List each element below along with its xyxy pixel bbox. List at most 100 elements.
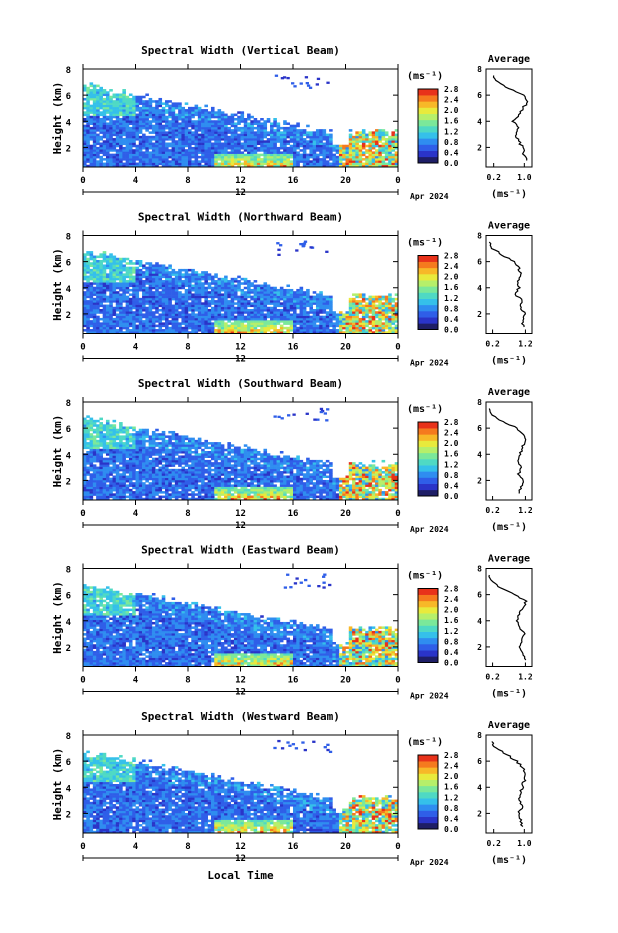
- heatmap-cell: [349, 327, 353, 330]
- heatmap-cell: [119, 122, 123, 125]
- heatmap-cell: [306, 311, 310, 314]
- heatmap-cell: [142, 287, 146, 290]
- heatmap-cell: [185, 151, 189, 154]
- heatmap-cell: [326, 318, 330, 321]
- heatmap-cell: [257, 285, 261, 288]
- heatmap-cell: [355, 316, 359, 319]
- heatmap-cell: [319, 131, 323, 134]
- heatmap-cell: [155, 298, 159, 301]
- heatmap-cell: [103, 471, 107, 474]
- heatmap-cell: [119, 424, 123, 427]
- heatmap-cell: [185, 138, 189, 141]
- heatmap-cell: [103, 282, 107, 285]
- heatmap-cell: [319, 129, 323, 132]
- heatmap-cell: [303, 160, 307, 163]
- heatmap-cell: [96, 429, 100, 432]
- heatmap-cell: [96, 151, 100, 154]
- heatmap-cell: [195, 143, 199, 146]
- heatmap-cell: [126, 467, 130, 470]
- heatmap-cell: [257, 296, 261, 299]
- heatmap-cell: [126, 496, 130, 499]
- heatmap-cell: [263, 156, 267, 159]
- heatmap-cell: [181, 149, 185, 152]
- heatmap-cell: [93, 420, 97, 423]
- heatmap-cell: [175, 156, 179, 159]
- heatmap-cell: [126, 102, 130, 105]
- heatmap-cell: [185, 134, 189, 137]
- heatmap-cell: [257, 293, 261, 296]
- heatmap-cell: [329, 163, 333, 166]
- heatmap-cell: [191, 114, 195, 117]
- heatmap-cell: [113, 462, 117, 465]
- heatmap-cell: [178, 127, 182, 130]
- heatmap-cell: [326, 160, 330, 163]
- heatmap-cell: [244, 145, 248, 148]
- heatmap-cell: [106, 151, 110, 154]
- heatmap-cell: [244, 320, 248, 323]
- heatmap-cell: [165, 318, 169, 321]
- heatmap-cell: [296, 289, 300, 292]
- heatmap-cell: [283, 143, 287, 146]
- heatmap-cell: [119, 458, 123, 461]
- heatmap-cell: [181, 160, 185, 163]
- heatmap-cell: [83, 418, 87, 421]
- heatmap-cell: [362, 311, 366, 314]
- heatmap-cell: [260, 287, 264, 290]
- heatmap-cell: [270, 311, 274, 314]
- heatmap-cell: [93, 320, 97, 323]
- heatmap-cell: [109, 480, 113, 483]
- heatmap-cell: [172, 129, 176, 132]
- heatmap-cell: [208, 163, 212, 166]
- heatmap-cell: [385, 147, 389, 150]
- heatmap-cell: [270, 287, 274, 290]
- heatmap-cell: [126, 289, 130, 292]
- heatmap-cell: [152, 325, 156, 328]
- heatmap-cell: [293, 129, 297, 132]
- heatmap-cell: [198, 296, 202, 299]
- heatmap-cell: [359, 136, 363, 139]
- heatmap-cell: [106, 125, 110, 128]
- heatmap-cell: [155, 156, 159, 159]
- heatmap-cell: [139, 287, 143, 290]
- heatmap-cell: [90, 427, 94, 430]
- heatmap-cell: [263, 127, 267, 130]
- heatmap-cell: [93, 158, 97, 161]
- heatmap-cell: [103, 424, 107, 427]
- heatmap-cell: [273, 307, 277, 310]
- heatmap-cell: [283, 136, 287, 139]
- heatmap-cell: [201, 313, 205, 316]
- heatmap-cell: [116, 131, 120, 134]
- heatmap-cell: [254, 140, 258, 143]
- heatmap-cell: [152, 307, 156, 310]
- heatmap-cell: [93, 98, 97, 101]
- heatmap-cell: [293, 325, 297, 328]
- heatmap-cell: [126, 329, 130, 332]
- heatmap-cell: [306, 305, 310, 308]
- heatmap-cell: [382, 151, 386, 154]
- heatmap-cell: [368, 151, 372, 154]
- heatmap-cell: [234, 127, 238, 130]
- heatmap-cell: [116, 322, 120, 325]
- heatmap-cell: [270, 320, 274, 323]
- heatmap-cell: [103, 285, 107, 288]
- heatmap-cell: [175, 296, 179, 299]
- heatmap-cell: [83, 264, 87, 267]
- heatmap-cell: [139, 136, 143, 139]
- heatmap-cell: [306, 302, 310, 305]
- heatmap-cell: [224, 145, 228, 148]
- heatmap-cell: [211, 163, 215, 166]
- heatmap-cell: [181, 327, 185, 330]
- heatmap-cell: [168, 276, 172, 279]
- heatmap-cell: [155, 329, 159, 332]
- heatmap-cell: [352, 293, 356, 296]
- heatmap-cell: [306, 163, 310, 166]
- heatmap-cell: [208, 300, 212, 303]
- heatmap-cell: [280, 329, 284, 332]
- heatmap-cell: [336, 316, 340, 319]
- heatmap-cell: [211, 131, 215, 134]
- heatmap-cell: [244, 325, 248, 328]
- heatmap-cell: [99, 329, 103, 332]
- heatmap-cell: [227, 329, 231, 332]
- heatmap-cell: [122, 163, 126, 166]
- heatmap-cell: [277, 318, 281, 321]
